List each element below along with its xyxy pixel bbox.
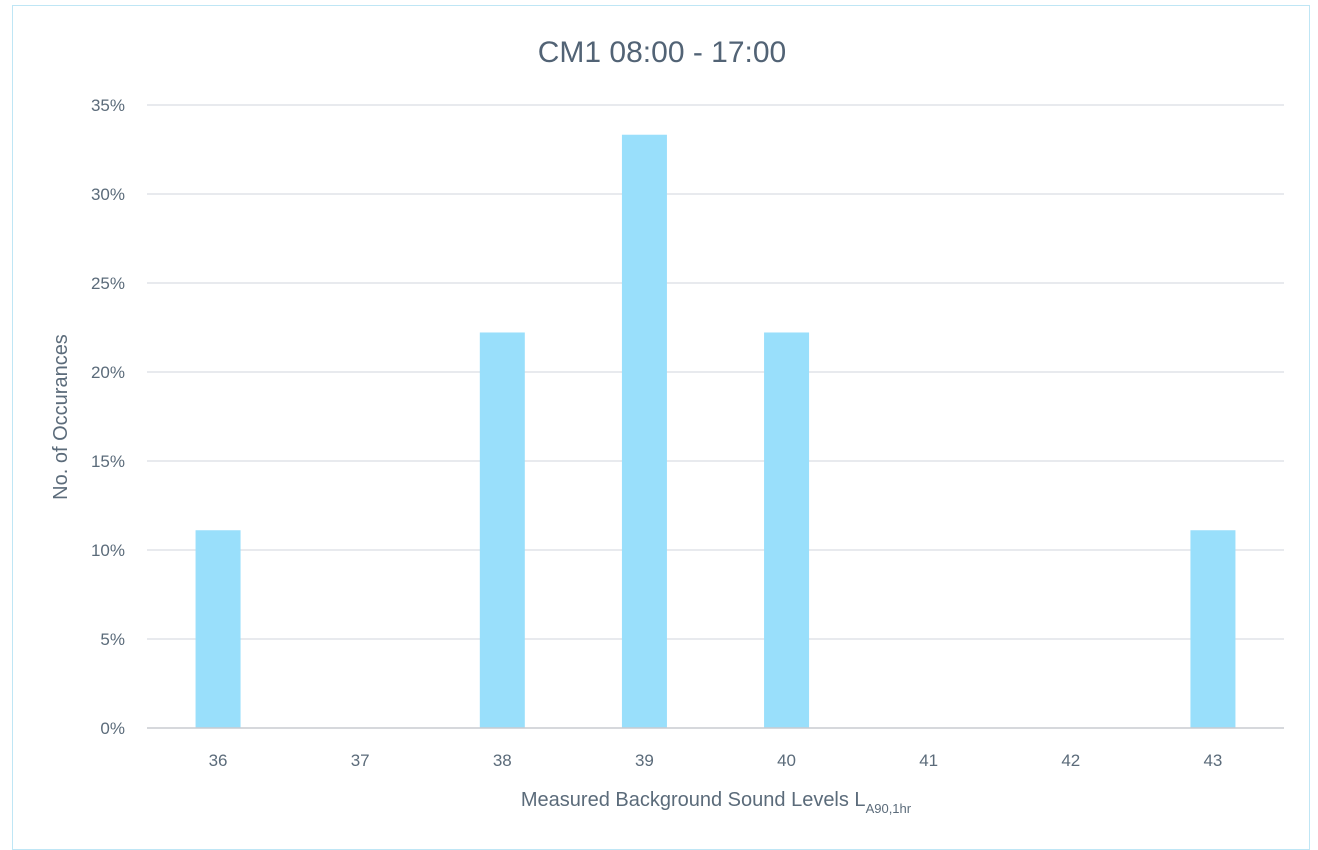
y-tick-label: 30% xyxy=(91,185,125,204)
bar-36 xyxy=(195,530,241,728)
bar-38 xyxy=(479,332,525,728)
x-tick-label: 42 xyxy=(1061,751,1080,770)
bar-43 xyxy=(1190,530,1236,728)
x-tick-label: 40 xyxy=(777,751,796,770)
x-tick-label: 38 xyxy=(493,751,512,770)
y-tick-label: 0% xyxy=(100,719,125,738)
chart-title: CM1 08:00 - 17:00 xyxy=(538,36,786,69)
x-tick-label: 37 xyxy=(351,751,370,770)
x-axis-title: Measured Background Sound Levels LA90,1h… xyxy=(521,789,912,816)
x-tick-label: 43 xyxy=(1203,751,1222,770)
y-tick-label: 15% xyxy=(91,452,125,471)
y-axis-title: No. of Occurances xyxy=(50,334,72,500)
x-tick-label: 39 xyxy=(635,751,654,770)
y-tick-label: 5% xyxy=(100,630,125,649)
y-tick-label: 10% xyxy=(91,541,125,560)
x-axis-title-subscript: A90,1hr xyxy=(866,801,912,816)
y-tick-label: 25% xyxy=(91,274,125,293)
y-tick-label: 20% xyxy=(91,363,125,382)
y-tick-label: 35% xyxy=(91,96,125,115)
x-tick-labels: 36 37 38 39 40 41 42 43 xyxy=(209,751,1223,770)
x-tick-label: 41 xyxy=(919,751,938,770)
bars xyxy=(195,134,1236,728)
x-tick-label: 36 xyxy=(209,751,228,770)
x-axis-title-main: Measured Background Sound Levels L xyxy=(521,789,866,811)
bar-39 xyxy=(621,134,667,728)
y-tick-labels: 0% 5% 10% 15% 20% 25% 30% 35% xyxy=(91,96,125,738)
grid-lines xyxy=(147,104,1284,640)
bar-40 xyxy=(764,332,810,728)
